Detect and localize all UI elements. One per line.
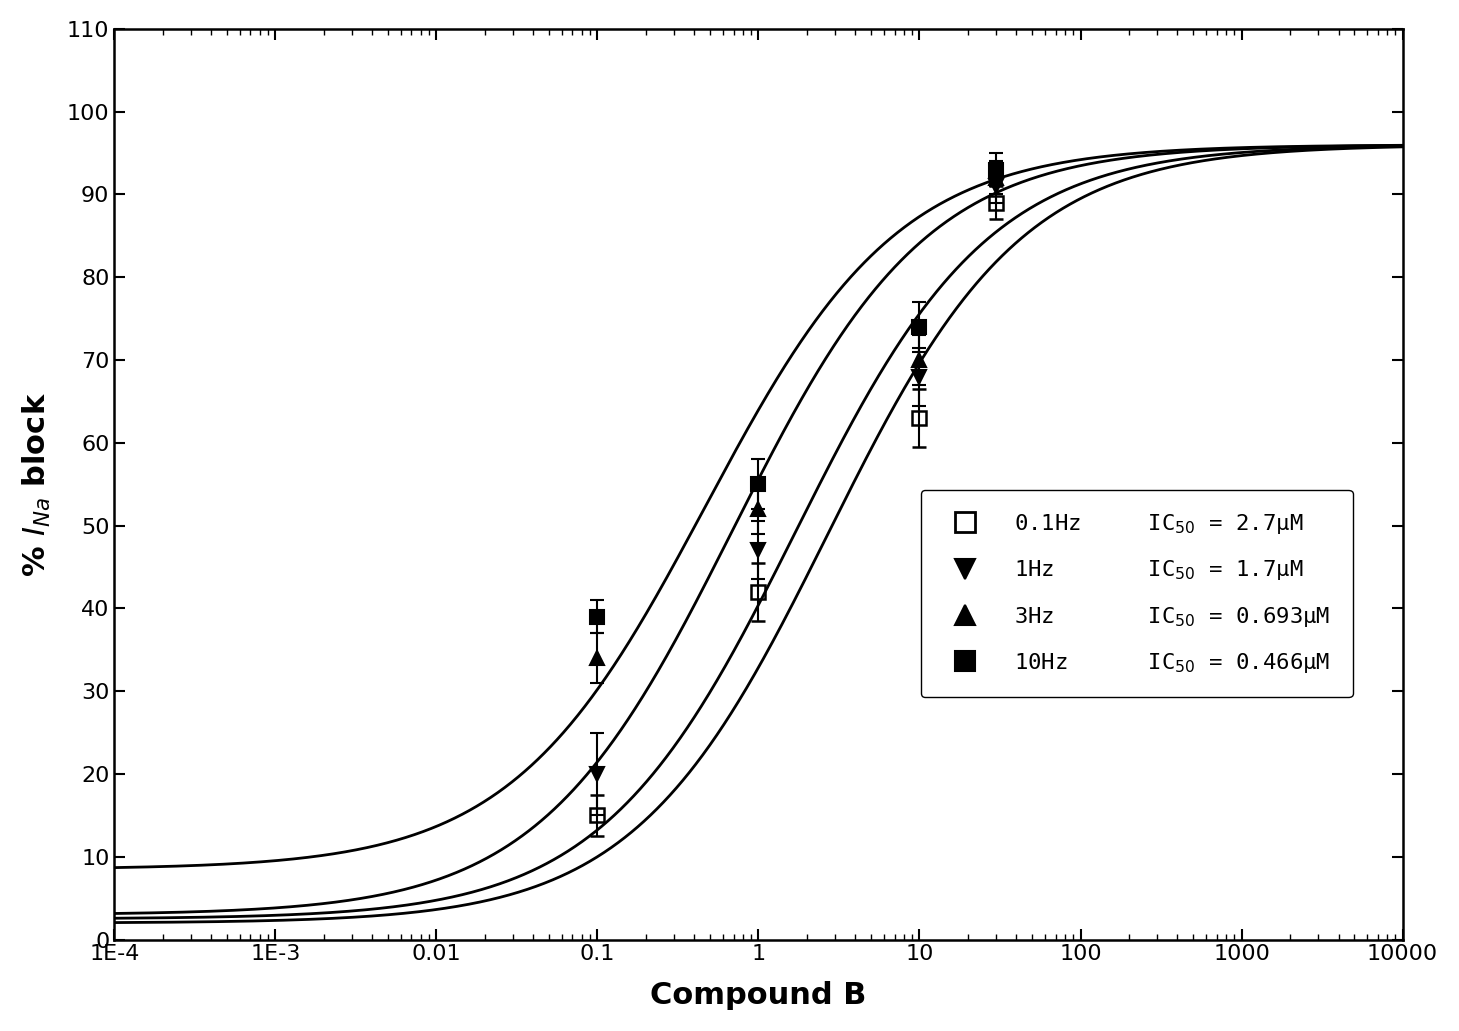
Y-axis label: % $I_{Na}$ block: % $I_{Na}$ block (20, 392, 53, 576)
X-axis label: Compound B: Compound B (651, 982, 867, 1010)
Legend: 0.1Hz     IC$_{50}$ = 2.7μM, 1Hz       IC$_{50}$ = 1.7μM, 3Hz       IC$_{50}$ = : 0.1Hz IC$_{50}$ = 2.7μM, 1Hz IC$_{50}$ =… (921, 490, 1352, 697)
